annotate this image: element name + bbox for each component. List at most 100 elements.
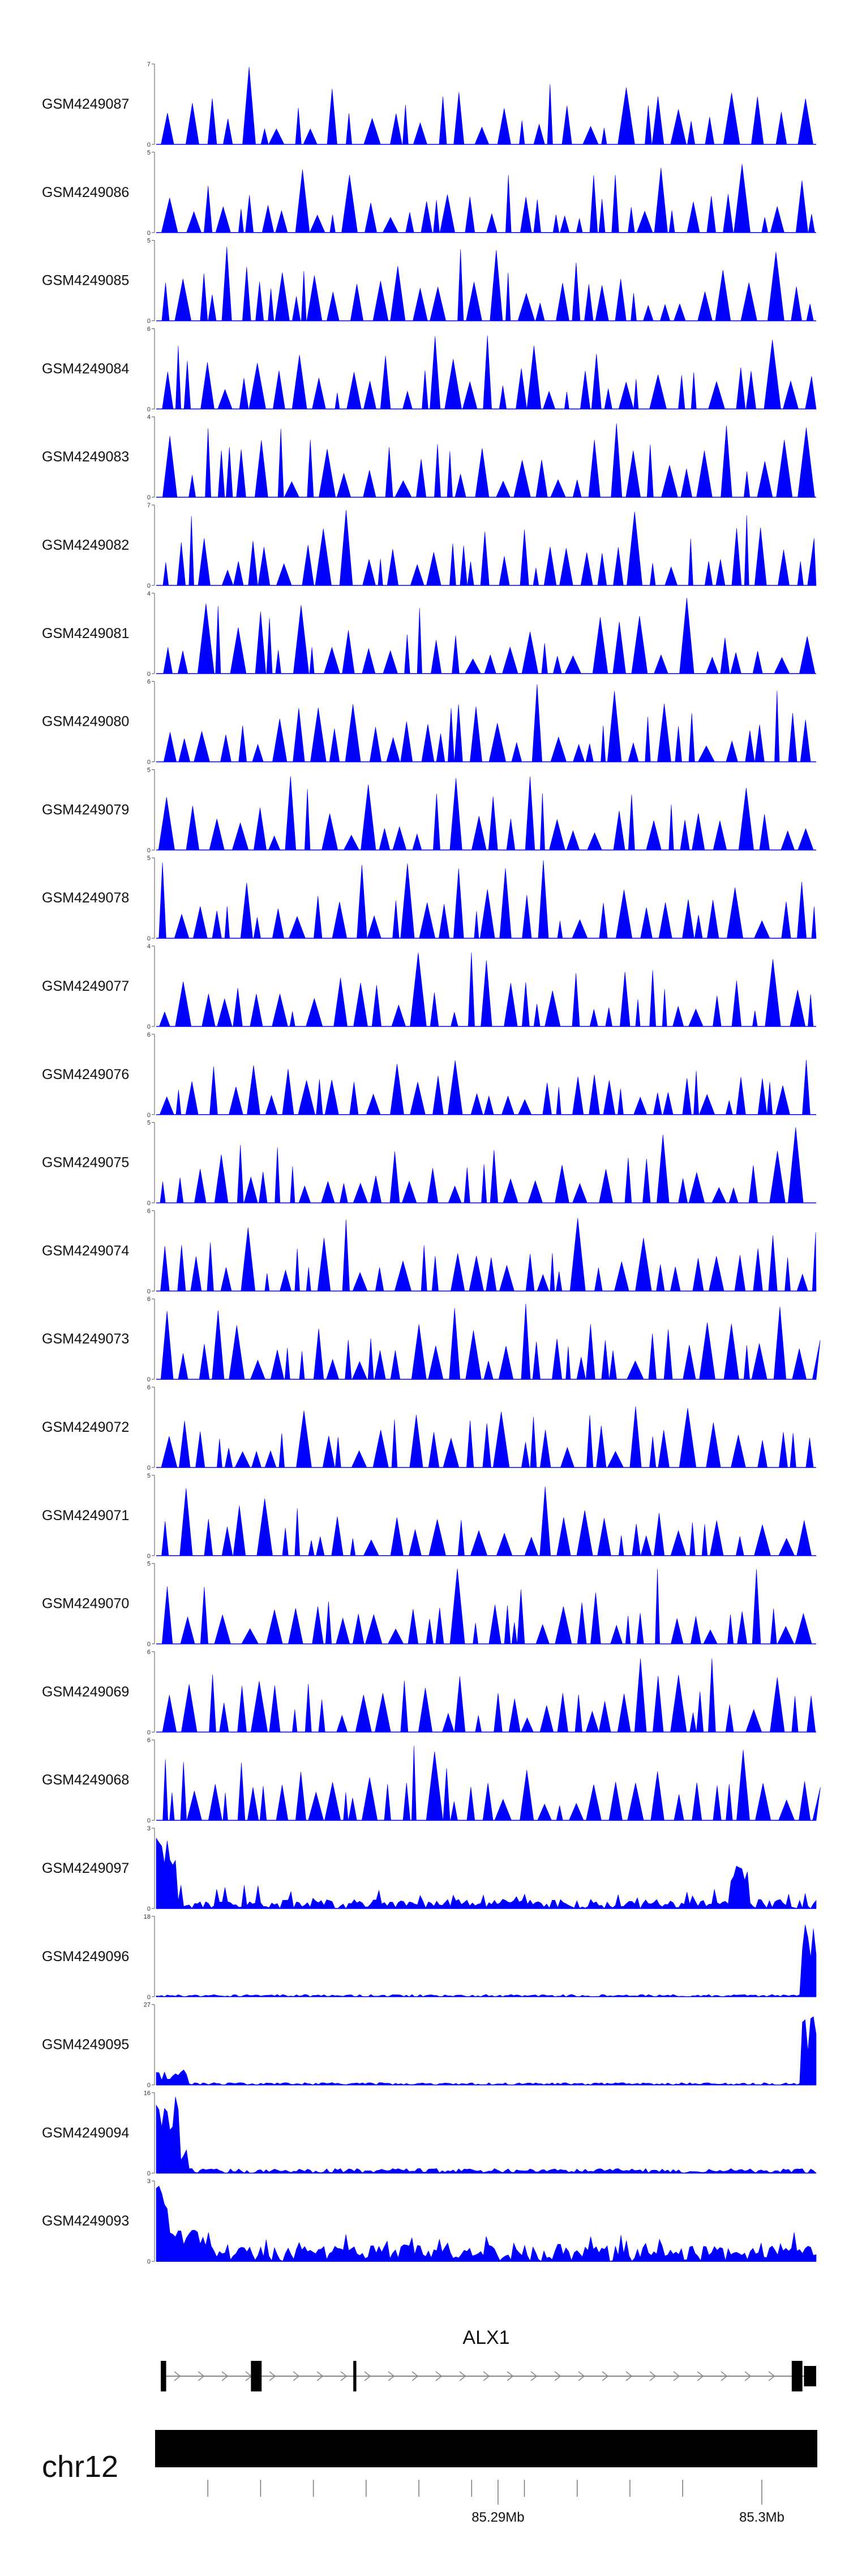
coverage-tracks: GSM424908770GSM424908650GSM424908550GSM4… <box>42 61 821 2265</box>
track-GSM4249087: GSM4249087 7 0 <box>42 61 816 148</box>
y-max-label: 6 <box>147 1032 151 1038</box>
track-GSM4249081: GSM4249081 4 0 <box>42 590 816 678</box>
y-max-label: 5 <box>147 149 151 156</box>
y-max-label: 5 <box>147 238 151 245</box>
track-label: GSM4249079 <box>42 802 129 818</box>
y-max-label: 5 <box>147 1473 151 1479</box>
y-max-label: 6 <box>147 1384 151 1391</box>
strand-chevron-icon <box>269 2371 276 2381</box>
track-GSM4249097: GSM4249097 3 0 <box>42 1825 817 1912</box>
strand-chevron-icon <box>721 2371 728 2381</box>
coverage-area <box>156 1303 821 1380</box>
coverage-area <box>156 1059 816 1115</box>
track-label: GSM4249075 <box>42 1155 129 1171</box>
coverage-area <box>156 1127 816 1203</box>
y-max-label: 6 <box>147 1649 151 1655</box>
y-min-label: 0 <box>147 1024 151 1030</box>
coverage-area <box>156 1486 816 1556</box>
strand-chevron-icon <box>673 2371 680 2381</box>
track-GSM4249085: GSM4249085 5 0 <box>42 238 816 325</box>
strand-chevron-icon <box>602 2371 609 2381</box>
track-label: GSM4249078 <box>42 890 129 906</box>
track-GSM4249094: GSM4249094 16 0 <box>42 2090 817 2177</box>
strand-chevron-icon <box>293 2371 300 2381</box>
y-max-label: 5 <box>147 767 151 773</box>
track-label: GSM4249093 <box>42 2213 129 2229</box>
coverage-area <box>156 2185 817 2262</box>
chromosome-band <box>155 2430 817 2467</box>
track-GSM4249083: GSM4249083 4 0 <box>42 414 816 501</box>
track-label: GSM4249070 <box>42 1596 129 1612</box>
track-GSM4249076: GSM4249076 6 0 <box>42 1032 816 1119</box>
y-max-label: 5 <box>147 855 151 862</box>
track-GSM4249078: GSM4249078 5 0 <box>42 855 817 942</box>
track-GSM4249095: GSM4249095 27 0 <box>42 2002 817 2089</box>
chromosome-label: chr12 <box>42 2450 118 2484</box>
y-min-label: 0 <box>147 583 151 589</box>
coverage-area <box>156 952 816 1027</box>
track-label: GSM4249069 <box>42 1684 129 1700</box>
coverage-area <box>156 2016 817 2085</box>
track-label: GSM4249095 <box>42 2037 129 2053</box>
track-label: GSM4249073 <box>42 1331 129 1347</box>
y-min-label: 0 <box>147 318 151 325</box>
strand-chevron-icon <box>411 2371 419 2381</box>
strand-chevron-icon <box>435 2371 443 2381</box>
track-GSM4249074: GSM4249074 6 0 <box>42 1208 817 1295</box>
track-label: GSM4249082 <box>42 537 129 553</box>
track-GSM4249082: GSM4249082 7 0 <box>42 502 817 589</box>
genomic-axis: 85.29Mb 85.3Mb <box>207 2480 784 2525</box>
coverage-area <box>156 776 816 850</box>
track-label: GSM4249094 <box>42 2125 129 2141</box>
gene-exon <box>161 2361 166 2391</box>
coverage-area <box>156 1837 817 1909</box>
track-GSM4249068: GSM4249068 6 0 <box>42 1737 821 1824</box>
y-max-label: 16 <box>144 2090 151 2096</box>
y-max-label: 4 <box>147 590 151 597</box>
y-min-label: 0 <box>147 1553 151 1560</box>
y-min-label: 0 <box>147 847 151 854</box>
coverage-area <box>156 67 816 145</box>
track-label: GSM4249096 <box>42 1949 129 1965</box>
track-label: GSM4249086 <box>42 185 129 200</box>
track-GSM4249079: GSM4249079 5 0 <box>42 767 816 854</box>
coverage-area <box>156 684 816 762</box>
track-GSM4249084: GSM4249084 6 0 <box>42 326 817 413</box>
track-label: GSM4249077 <box>42 978 129 994</box>
coverage-area <box>156 510 817 586</box>
coverage-area <box>156 164 816 233</box>
track-label: GSM4249097 <box>42 1860 129 1876</box>
y-max-label: 6 <box>147 1208 151 1214</box>
y-min-label: 0 <box>147 1200 151 1207</box>
y-min-label: 0 <box>147 1729 151 1736</box>
y-min-label: 0 <box>147 142 151 148</box>
y-min-label: 0 <box>147 1994 151 2001</box>
axis-tick-label: 85.3Mb <box>739 2510 784 2525</box>
coverage-area <box>156 1568 816 1644</box>
strand-chevron-icon <box>530 2371 538 2381</box>
track-GSM4249077: GSM4249077 4 0 <box>42 943 816 1030</box>
y-max-label: 5 <box>147 1561 151 1568</box>
coverage-area <box>156 2096 817 2173</box>
y-max-label: 5 <box>147 1120 151 1127</box>
y-min-label: 0 <box>147 1376 151 1383</box>
y-max-label: 6 <box>147 1296 151 1303</box>
chromosome-ideogram: chr12 <box>42 2430 817 2484</box>
y-max-label: 6 <box>147 326 151 332</box>
coverage-area <box>156 1924 817 1997</box>
track-label: GSM4249083 <box>42 449 129 465</box>
strand-chevron-icon <box>554 2371 561 2381</box>
y-min-label: 0 <box>147 2082 151 2089</box>
y-max-label: 7 <box>147 502 151 509</box>
track-label: GSM4249072 <box>42 1419 129 1435</box>
track-GSM4249093: GSM4249093 3 0 <box>42 2178 817 2265</box>
track-label: GSM4249071 <box>42 1508 129 1524</box>
y-min-label: 0 <box>147 671 151 678</box>
strand-chevron-icon <box>507 2371 514 2381</box>
strand-chevron-icon <box>364 2371 371 2381</box>
gene-exon <box>791 2361 803 2391</box>
coverage-area <box>156 1406 816 1468</box>
y-max-label: 27 <box>144 2002 151 2009</box>
track-GSM4249080: GSM4249080 6 0 <box>42 679 816 766</box>
y-min-label: 0 <box>147 1906 151 1912</box>
